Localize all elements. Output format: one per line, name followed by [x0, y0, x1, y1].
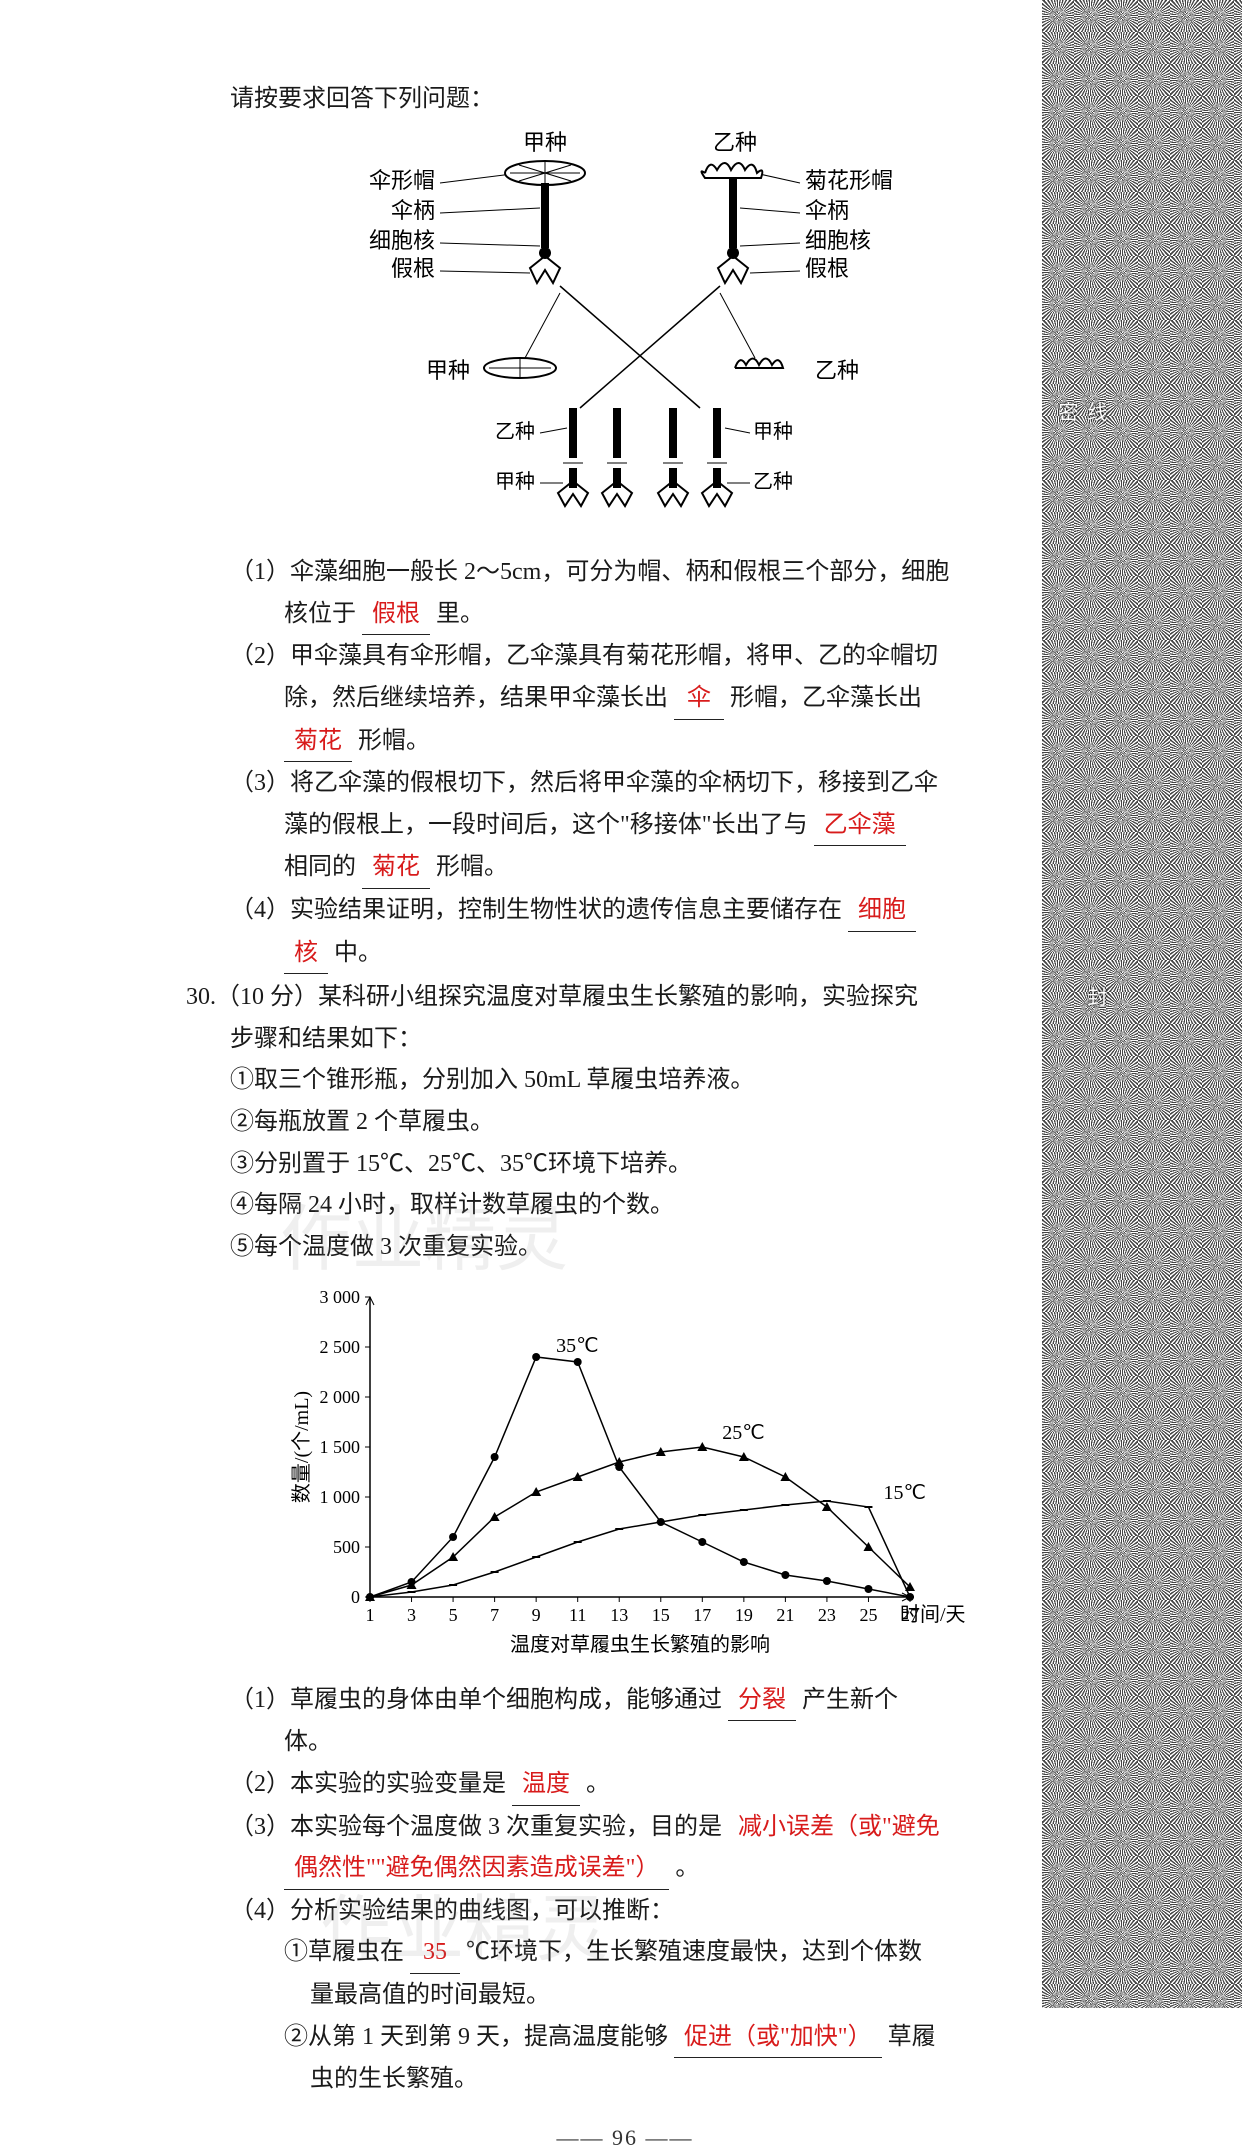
- intro-text: 请按要求回答下列问题：: [230, 80, 1020, 120]
- decorative-border: [1042, 0, 1242, 2008]
- q30-header: 30.（10 分）某科研小组探究温度对草履虫生长繁殖的影响，实验探究: [186, 978, 1020, 1018]
- svg-text:1 000: 1 000: [320, 1487, 361, 1507]
- label-root: 假根: [391, 256, 435, 281]
- svg-text:11: 11: [569, 1605, 586, 1625]
- svg-text:时间/天: 时间/天: [900, 1603, 966, 1626]
- q1-1-cont: 核位于 假根 里。: [230, 595, 1020, 636]
- svg-text:数量/(个/mL): 数量/(个/mL): [290, 1391, 313, 1503]
- svg-text:17: 17: [693, 1605, 711, 1625]
- q1-1: （1）伞藻细胞一般长 2～5cm，可分为帽、柄和假根三个部分，细胞: [230, 553, 1020, 593]
- svg-text:甲种: 甲种: [495, 470, 535, 493]
- svg-text:19: 19: [735, 1605, 753, 1625]
- label-nucleus-r: 细胞核: [805, 228, 871, 253]
- ans-30-4b: 促进（或"加快"）: [680, 2024, 876, 2050]
- svg-text:9: 9: [532, 1605, 541, 1625]
- svg-text:3 000: 3 000: [320, 1287, 361, 1307]
- ans-30-1: 分裂: [734, 1687, 790, 1713]
- ans-1-3b: 菊花: [368, 854, 424, 880]
- svg-text:甲种: 甲种: [426, 358, 470, 383]
- ans-30-3a: 减小误差（或"避免: [734, 1814, 944, 1840]
- svg-text:5: 5: [449, 1605, 458, 1625]
- label-stalk: 伞柄: [391, 198, 435, 223]
- svg-text:21: 21: [776, 1605, 794, 1625]
- svg-text:15℃: 15℃: [883, 1482, 925, 1504]
- q1-2: （2）甲伞藻具有伞形帽，乙伞藻具有菊花形帽，将甲、乙的伞帽切: [230, 637, 1020, 677]
- ans-30-3b: 偶然性""避免偶然因素造成误差"）: [290, 1855, 663, 1881]
- svg-text:35℃: 35℃: [556, 1335, 598, 1357]
- svg-text:23: 23: [818, 1605, 836, 1625]
- q1-3: （3）将乙伞藻的假根切下，然后将甲伞藻的伞柄切下，移接到乙伞: [230, 764, 1020, 804]
- ans-30-4a: 35: [419, 1939, 451, 1965]
- label-jia: 甲种: [523, 130, 567, 155]
- svg-text:13: 13: [610, 1605, 628, 1625]
- q30-step3: ③分别置于 15℃、25℃、35℃环境下培养。: [230, 1145, 1020, 1185]
- svg-text:温度对草履虫生长繁殖的影响: 温度对草履虫生长繁殖的影响: [510, 1633, 770, 1656]
- q30-p4h: （4）分析实验结果的曲线图，可以推断：: [230, 1892, 1020, 1932]
- svg-text:乙种: 乙种: [815, 358, 859, 383]
- svg-text:1 500: 1 500: [320, 1437, 361, 1457]
- label-cap-a: 伞形帽: [369, 168, 435, 193]
- q30-p3: （3）本实验每个温度做 3 次重复实验，目的是 减小误差（或"避免: [230, 1808, 1020, 1848]
- paramecium-chart: 05001 0001 5002 0002 5003 00013579111315…: [290, 1277, 970, 1671]
- ans-1-4b: 核: [290, 940, 322, 966]
- svg-text:25: 25: [859, 1605, 877, 1625]
- svg-text:1: 1: [366, 1605, 375, 1625]
- q30-p4-2: ②从第 1 天到第 9 天，提高温度能够 促进（或"加快"） 草履: [230, 2018, 1020, 2059]
- page-number: —— 96 ——: [230, 2120, 1020, 2156]
- svg-text:15: 15: [652, 1605, 670, 1625]
- q30-p1: （1）草履虫的身体由单个细胞构成，能够通过 分裂 产生新个: [230, 1681, 1020, 1722]
- label-root-r: 假根: [805, 256, 849, 281]
- svg-text:3: 3: [407, 1605, 416, 1625]
- svg-text:2 000: 2 000: [320, 1387, 361, 1407]
- q30-step1: ①取三个锥形瓶，分别加入 50mL 草履虫培养液。: [230, 1061, 1020, 1101]
- q1-4: （4）实验结果证明，控制生物性状的遗传信息主要储存在 细胞: [230, 891, 1020, 932]
- svg-text:乙种: 乙种: [753, 470, 793, 493]
- q30-step2: ②每瓶放置 2 个草履虫。: [230, 1103, 1020, 1143]
- ans-1-4a: 细胞: [854, 897, 910, 923]
- q30-p2: （2）本实验的实验变量是 温度 。: [230, 1765, 1020, 1806]
- svg-text:0: 0: [351, 1587, 360, 1607]
- q30-p4-1: ①草履虫在 35 ℃环境下，生长繁殖速度最快，达到个体数: [230, 1933, 1020, 1974]
- ans-1-3a: 乙伞藻: [820, 812, 900, 838]
- svg-text:25℃: 25℃: [722, 1422, 764, 1444]
- label-stalk-r: 伞柄: [805, 198, 849, 223]
- ans-30-2: 温度: [518, 1771, 574, 1797]
- svg-text:2 500: 2 500: [320, 1337, 361, 1357]
- label-nucleus: 细胞核: [369, 228, 435, 253]
- ans-1-2a: 伞: [683, 685, 715, 711]
- svg-text:乙种: 乙种: [495, 420, 535, 443]
- acetabularia-diagram: 甲种 乙种 伞形帽 伞柄 细胞核 假根 菊花形帽 伞柄 细胞核 假根: [305, 128, 945, 542]
- page-content: 请按要求回答下列问题： 甲种 乙种 伞形帽 伞柄 细胞核 假根 菊花形帽 伞柄 …: [0, 0, 1020, 2156]
- q30-step4: ④每隔 24 小时，取样计数草履虫的个数。: [230, 1186, 1020, 1226]
- q30-step5: ⑤每个温度做 3 次重复实验。: [230, 1228, 1020, 1268]
- label-cap-b: 菊花形帽: [805, 168, 893, 193]
- ans-1-2b: 菊花: [290, 728, 346, 754]
- label-yi: 乙种: [713, 130, 757, 155]
- svg-text:500: 500: [333, 1537, 360, 1557]
- svg-text:甲种: 甲种: [753, 420, 793, 443]
- ans-1-1: 假根: [368, 601, 424, 627]
- svg-text:7: 7: [490, 1605, 499, 1625]
